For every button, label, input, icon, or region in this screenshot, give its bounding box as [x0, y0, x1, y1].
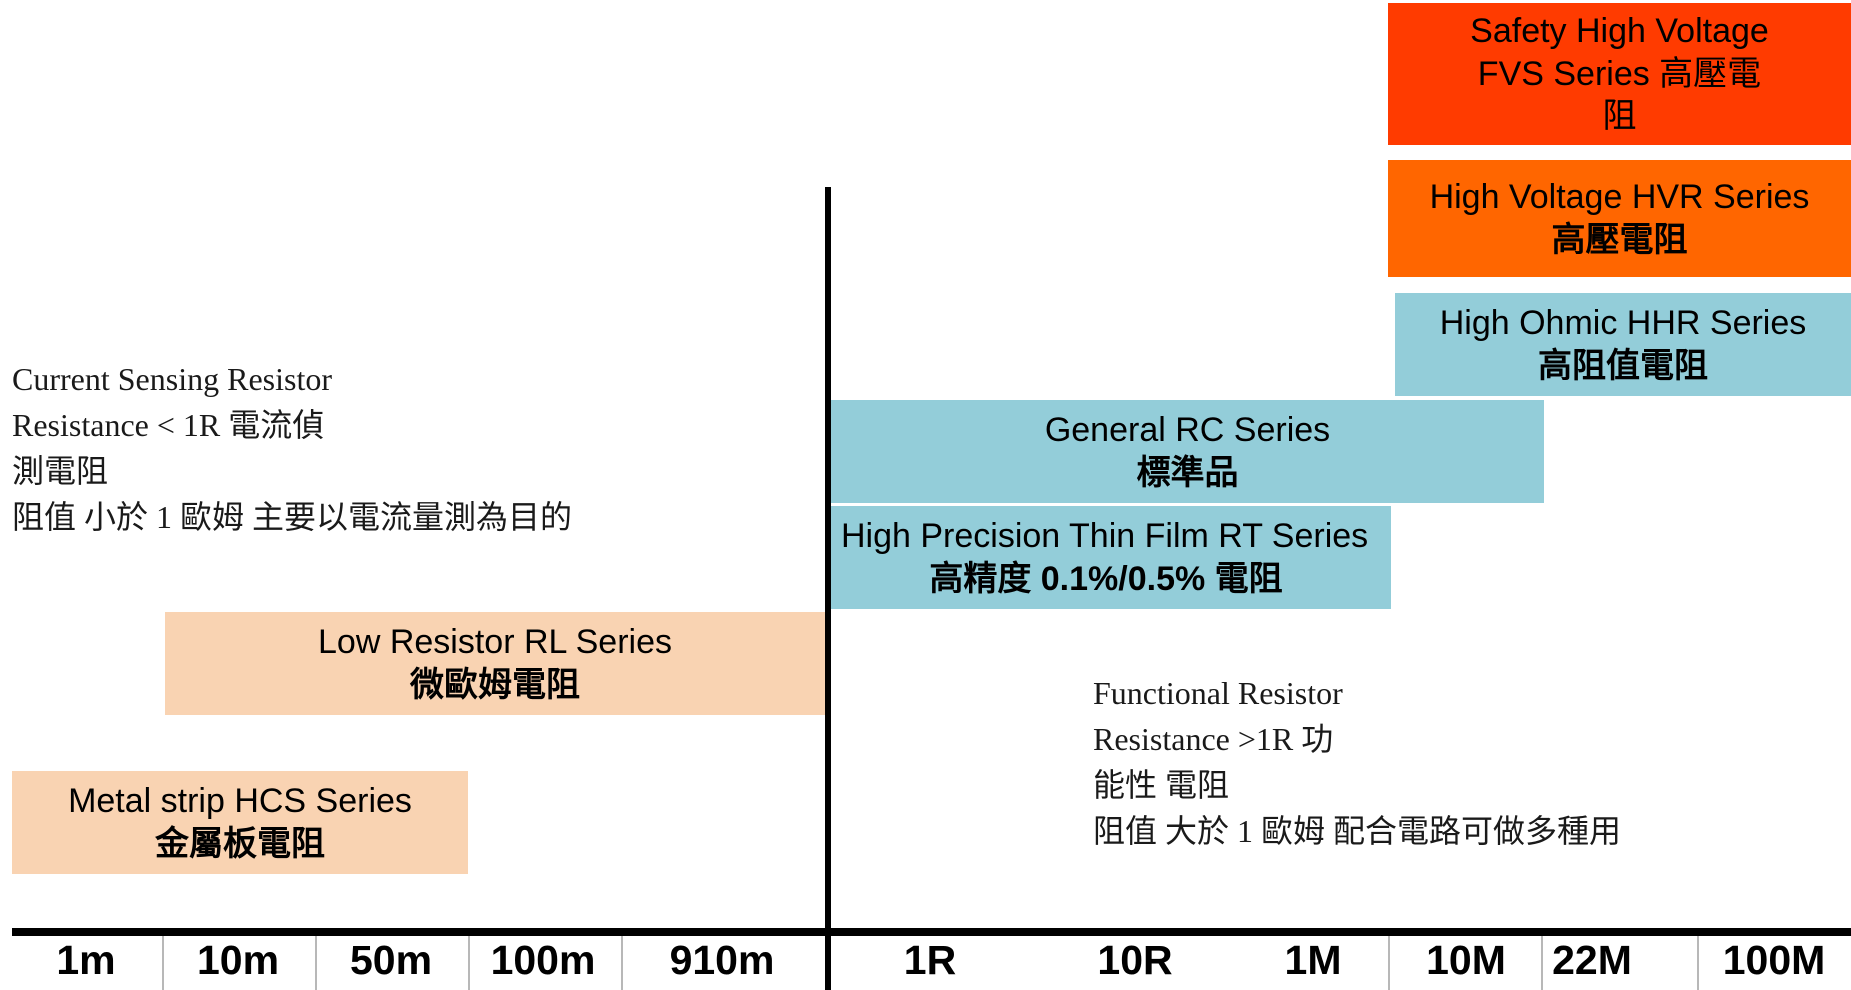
note-current-sensing-line-4: 阻值 小於 1 歐姆 主要以電流量測為目的 — [12, 499, 573, 535]
axis-tick-separator — [1388, 936, 1390, 990]
note-functional-line-4: 阻值 大於 1 歐姆 配合電路可做多種用 — [1093, 813, 1622, 849]
axis-tick-label-10r: 10R — [1097, 937, 1173, 983]
note-functional-line-2: Resistance >1R 功 — [1093, 721, 1334, 757]
axis-tick-label-100m: 100m — [490, 937, 596, 983]
axis-tick-separator — [162, 936, 164, 990]
axis-tick-label-1r: 1R — [903, 937, 957, 983]
axis-tick-separator — [1697, 936, 1699, 990]
resistance-axis-line — [12, 928, 1851, 936]
note-current-sensing: Current Sensing Resistor Resistance < 1R… — [12, 356, 572, 540]
band-metal-strip-subtitle: 金屬板電阻 — [155, 824, 325, 863]
note-functional-line-3: 能性 電阻 — [1093, 767, 1230, 803]
axis-tick-label-10M: 10M — [1426, 937, 1506, 983]
one-ohm-divider-line — [825, 187, 831, 990]
band-hv-subtitle: 高壓電阻 — [1551, 220, 1688, 259]
axis-tick-separator — [468, 936, 470, 990]
band-hv-title: High Voltage HVR Series — [1429, 178, 1810, 216]
note-functional-line-1: Functional Resistor — [1093, 675, 1343, 711]
band-metal-strip-hcs: Metal strip HCS Series 金屬板電阻 — [12, 771, 468, 874]
axis-tick-label-1m: 1m — [56, 937, 116, 983]
band-general-title: General RC Series — [1044, 411, 1331, 449]
band-high-ohmic-hhr: High Ohmic HHR Series 高阻值電阻 — [1395, 293, 1851, 396]
band-safety-hv-line-3: 阻 — [1602, 97, 1637, 136]
band-low-resistor-title: Low Resistor RL Series — [318, 623, 672, 661]
band-safety-high-voltage-fvs: Safety High Voltage FVS Series 高壓電 阻 — [1388, 3, 1851, 145]
band-safety-hv-line-2: FVS Series 高壓電 — [1477, 54, 1762, 93]
axis-tick-label-910m: 910m — [669, 937, 775, 983]
axis-tick-label-22M: 22M — [1552, 937, 1632, 983]
axis-tick-label-50m: 50m — [349, 937, 433, 983]
note-current-sensing-line-3: 測電阻 — [12, 453, 109, 489]
band-thin-film-subtitle: 高精度 0.1%/0.5% 電阻 — [929, 559, 1283, 598]
axis-tick-separator — [315, 936, 317, 990]
note-current-sensing-line-1: Current Sensing Resistor — [12, 361, 332, 397]
band-metal-strip-title: Metal strip HCS Series — [68, 782, 412, 820]
note-functional: Functional Resistor Resistance >1R 功 能性 … — [1093, 670, 1621, 854]
band-general-subtitle: 標準品 — [1136, 453, 1239, 492]
band-thin-film-title: High Precision Thin Film RT Series — [841, 517, 1369, 555]
band-low-resistor-subtitle: 微歐姆電阻 — [410, 665, 580, 704]
axis-tick-separator — [1541, 936, 1543, 990]
axis-tick-separator — [621, 936, 623, 990]
band-high-ohmic-subtitle: 高阻值電阻 — [1538, 346, 1708, 385]
note-current-sensing-line-2: Resistance < 1R 電流偵 — [12, 407, 325, 443]
band-high-voltage-hvr: High Voltage HVR Series 高壓電阻 — [1388, 160, 1851, 277]
band-safety-hv-line-1: Safety High Voltage — [1470, 12, 1769, 51]
band-low-resistor-rl: Low Resistor RL Series 微歐姆電阻 — [165, 612, 825, 715]
axis-tick-label-10m: 10m — [196, 937, 280, 983]
band-high-ohmic-title: High Ohmic HHR Series — [1439, 304, 1807, 342]
band-thin-film-rt: High Precision Thin Film RT Series 高精度 0… — [831, 506, 1391, 609]
band-general-rc: General RC Series 標準品 — [831, 400, 1544, 503]
axis-tick-label-100M: 100M — [1722, 937, 1826, 983]
axis-tick-label-1M: 1M — [1284, 937, 1342, 983]
